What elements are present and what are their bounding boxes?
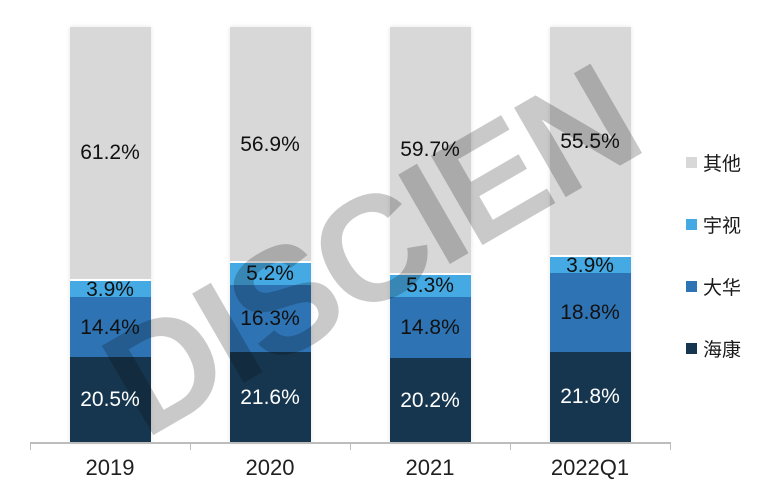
- bar-segment-宇视-2020: 5.2%: [229, 262, 311, 286]
- axis-tick: [350, 444, 351, 450]
- segment-value-label: 3.9%: [566, 253, 614, 277]
- bar-segment-其他-2019: 61.2%: [69, 27, 151, 281]
- axis-tick: [670, 444, 671, 450]
- legend-item-宇视: 宇视: [686, 211, 741, 238]
- x-label-2022Q1: 2022Q1: [550, 455, 630, 480]
- bar-segment-大华-2021: 14.8%: [389, 296, 471, 359]
- bar-segment-宇视-2019: 3.9%: [69, 277, 151, 301]
- segment-value-label: 56.9%: [240, 132, 300, 156]
- axis-tick: [190, 444, 191, 450]
- bar-segment-其他-2021: 59.7%: [389, 27, 471, 275]
- segment-value-label: 21.8%: [560, 385, 620, 409]
- segment-value-label: 55.5%: [560, 129, 620, 153]
- segment-value-label: 20.2%: [400, 388, 460, 412]
- plot-area: 61.2% 3.9% 14.4% 20.5% 56.9% 5.2% 16.3% 21.6% 59…: [30, 27, 670, 442]
- bar-segment-海康-2020: 21.6%: [229, 352, 311, 442]
- segment-value-label: 21.6%: [240, 385, 300, 409]
- segment-value-label: 16.3%: [240, 307, 300, 331]
- legend: 其他 宇视 大华 海康: [686, 149, 741, 362]
- segment-value-label: 5.3%: [406, 274, 454, 298]
- bar-slot-2020: 56.9% 5.2% 16.3% 21.6%: [190, 27, 350, 442]
- bar-segment-其他-2020: 56.9%: [229, 27, 311, 264]
- legend-item-海康: 海康: [686, 335, 741, 362]
- legend-swatch-icon: [686, 281, 697, 292]
- bar-slot-2021: 59.7% 5.3% 14.8% 20.2%: [350, 27, 510, 442]
- bar-2022Q1: 55.5% 3.9% 18.8% 21.8%: [549, 27, 631, 442]
- x-label-2021: 2021: [405, 455, 455, 480]
- legend-swatch-icon: [686, 219, 697, 230]
- bar-2019: 61.2% 3.9% 14.4% 20.5%: [69, 27, 151, 442]
- x-label-2019: 2019: [85, 455, 135, 480]
- bar-segment-大华-2019: 14.4%: [69, 297, 151, 357]
- legend-label: 其他: [703, 154, 742, 175]
- bar-segment-其他-2022Q1: 55.5%: [549, 27, 631, 258]
- segment-value-label: 14.4%: [80, 315, 140, 339]
- legend-label: 宇视: [703, 216, 742, 237]
- bar-slot-2022Q1: 55.5% 3.9% 18.8% 21.8%: [510, 27, 670, 442]
- x-axis: [30, 442, 671, 450]
- axis-tick: [30, 444, 31, 450]
- bar-segment-海康-2022Q1: 21.8%: [549, 351, 631, 442]
- bar-segment-大华-2022Q1: 18.8%: [549, 273, 631, 352]
- legend-swatch-icon: [686, 343, 697, 354]
- bar-segment-宇视-2022Q1: 3.9%: [549, 253, 631, 277]
- bar-segment-海康-2021: 20.2%: [389, 358, 471, 442]
- legend-label: 海康: [703, 340, 742, 361]
- segment-value-label: 14.8%: [400, 315, 460, 339]
- legend-item-其他: 其他: [686, 149, 741, 176]
- x-axis-labels: 2019 2020 2021 2022Q1: [30, 455, 670, 481]
- segment-value-label: 5.2%: [246, 262, 294, 286]
- segment-value-label: 20.5%: [80, 387, 140, 411]
- legend-item-大华: 大华: [686, 273, 741, 300]
- bar-slot-2019: 61.2% 3.9% 14.4% 20.5%: [30, 27, 190, 442]
- segment-value-label: 61.2%: [80, 141, 140, 165]
- segment-value-label: 59.7%: [400, 138, 460, 162]
- bar-segment-海康-2019: 20.5%: [69, 356, 151, 442]
- x-label-2020: 2020: [245, 455, 295, 480]
- bar-segment-宇视-2021: 5.3%: [389, 274, 471, 298]
- segment-value-label: 18.8%: [560, 300, 620, 324]
- bar-2021: 59.7% 5.3% 14.8% 20.2%: [389, 27, 471, 442]
- bar-segment-大华-2020: 16.3%: [229, 284, 311, 353]
- legend-label: 大华: [703, 278, 742, 299]
- legend-swatch-icon: [686, 157, 697, 168]
- axis-tick: [510, 444, 511, 450]
- bar-2020: 56.9% 5.2% 16.3% 21.6%: [229, 27, 311, 442]
- segment-value-label: 3.9%: [86, 277, 134, 301]
